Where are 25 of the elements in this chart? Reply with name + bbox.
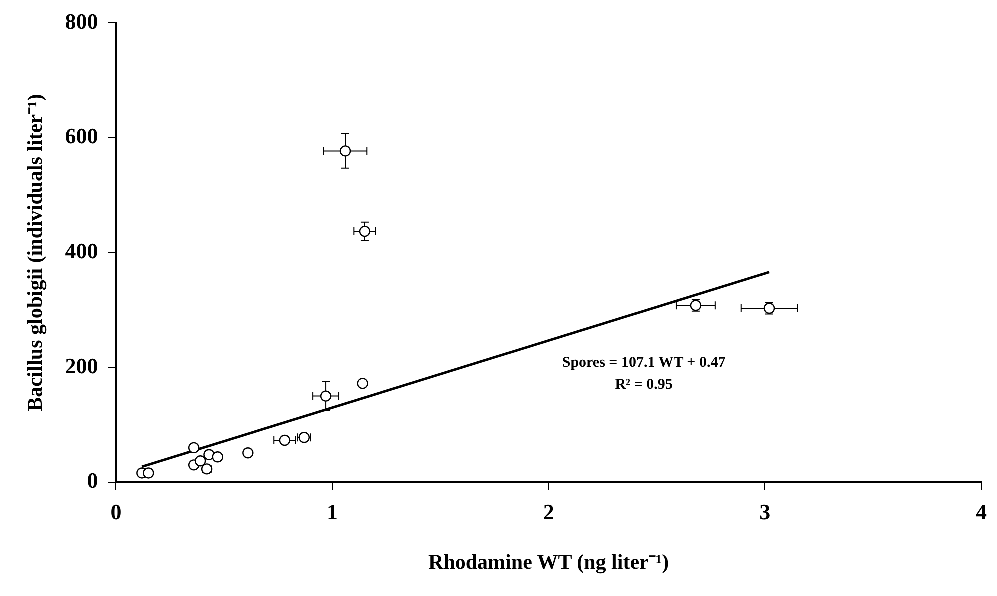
y-tick-label: 600 bbox=[65, 124, 98, 149]
point bbox=[357, 378, 368, 390]
point bbox=[359, 226, 371, 238]
annotation: R² = 0.95 bbox=[615, 376, 673, 393]
point bbox=[204, 449, 215, 460]
point bbox=[194, 456, 206, 467]
x-tick-label: 3 bbox=[760, 499, 771, 524]
x-tick-label: 2 bbox=[543, 499, 554, 524]
x-axis-title: Rhodamine WT (ng liter⁻¹) bbox=[428, 550, 670, 574]
point bbox=[340, 146, 352, 157]
y-tick-label: 0 bbox=[87, 468, 98, 494]
point bbox=[279, 434, 291, 446]
point bbox=[242, 448, 254, 459]
point bbox=[320, 390, 332, 402]
x-tick-label: 0 bbox=[110, 499, 122, 524]
x-tick-label: 1 bbox=[327, 499, 338, 524]
annotation: Spores = 107.1 WT + 0.47 bbox=[562, 354, 726, 371]
point bbox=[143, 468, 154, 479]
point bbox=[212, 452, 224, 463]
x-tick-label: 4 bbox=[976, 499, 987, 524]
y-tick-label: 200 bbox=[65, 353, 98, 378]
y-axis-title: Bacillus globigii (individuals liter⁻¹) bbox=[23, 94, 48, 412]
y-tick-label: 400 bbox=[65, 238, 98, 264]
point bbox=[188, 442, 200, 454]
y-tick-label: 800 bbox=[65, 8, 98, 34]
